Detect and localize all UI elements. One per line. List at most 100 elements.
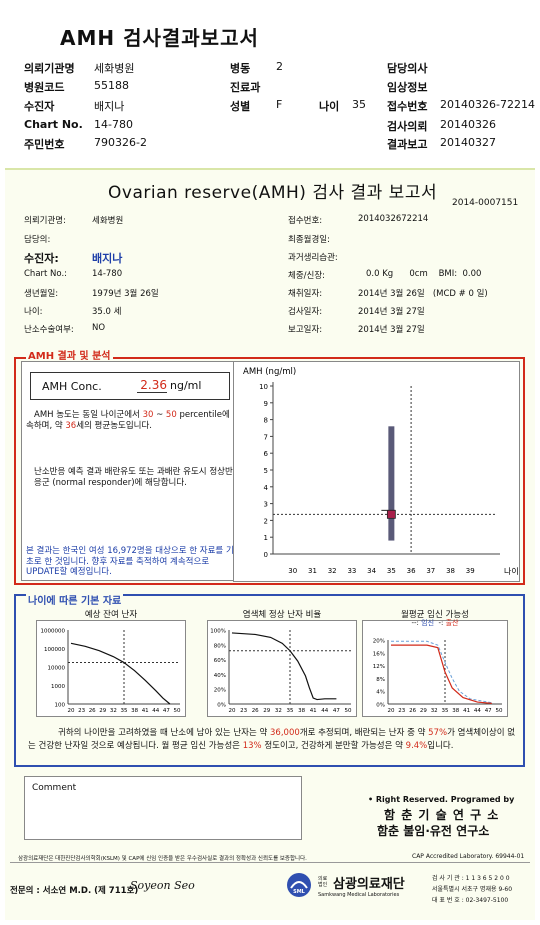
patient-value: 배지나: [94, 100, 125, 113]
amh-conc-unit: ng/ml: [170, 379, 202, 392]
amh-chart-ytick-label: 10: [259, 383, 268, 391]
receipt-no-value: 20140326-72214: [440, 98, 535, 111]
eggs-xtick-label: 35: [121, 708, 128, 714]
eggs-xtick-label: 32: [110, 708, 117, 714]
org-prefix-bottom: 법인: [318, 882, 328, 888]
eggs-xtick-label: 44: [152, 708, 159, 714]
eggs-xtick-label: 20: [68, 708, 75, 714]
amh-chart-ytick-label: 9: [264, 400, 268, 408]
org-prefix: 의료 법인: [318, 876, 332, 888]
normal-ytick-label: 40%: [214, 673, 226, 679]
preg-xtick-label: 23: [398, 708, 405, 714]
report-title: Ovarian reserve(AMH) 검사 결과 보고서: [108, 183, 438, 203]
org-address: 서울특별시 서초구 명재용 9-60: [432, 886, 513, 893]
amh-interp-text-b: percentile에 속하며, 약: [26, 410, 230, 431]
preg-xtick-label: 29: [420, 708, 427, 714]
preg-ytick-label: 4%: [376, 690, 385, 696]
amh-chart-ytick-label: 6: [264, 450, 269, 458]
footer-divider: [10, 862, 530, 863]
amh-chart-xtick-label: 35: [387, 567, 396, 575]
amh-chart-ytick-label: 8: [264, 417, 268, 425]
age-summary-b: 개로 추정되며, 배란되는 난자 중 약: [299, 728, 426, 738]
eggs-xtick-label: 26: [89, 708, 96, 714]
normal-curve: [231, 632, 337, 701]
sex-value: F: [276, 98, 283, 111]
age-summary-a: 귀하의 나이만을 고려하였을 때 난소에 남아 있는 난자는 약: [58, 728, 268, 738]
amh-interp-text-a: AMH 농도는 동일 나이군에서: [34, 410, 140, 420]
amh-section-title: AMH 결과 및 분석: [26, 347, 113, 362]
amh-chart-xlabel: 나이: [504, 566, 519, 576]
comment-label: Comment: [32, 783, 77, 793]
amh-chart-ytick-label: 1: [264, 534, 268, 542]
amh-section-box: [14, 357, 525, 585]
sml-logo-icon: SML: [287, 873, 311, 897]
rep-test-date-label: 검사일자:: [288, 307, 323, 317]
eggs-ytick-label: 100: [55, 703, 66, 709]
amh-interpretation: AMH 농도는 동일 나이군에서 30 ~ 50 percentile에 속하며…: [26, 410, 233, 432]
eggs-xtick-label: 41: [142, 708, 149, 714]
amh-chart-xtick-label: 38: [446, 567, 455, 575]
preg-xtick-label: 41: [463, 708, 470, 714]
org-phone: 대 표 번 호 : 02-3497-5100: [432, 897, 509, 904]
rep-collect-value: 2014년 3월 26일 (MCD # 0 일): [358, 289, 488, 299]
report-date-label: 결과보고: [387, 138, 428, 151]
amh-chart-ytick-label: 5: [264, 467, 268, 475]
rep-receipt-label: 접수번호:: [288, 216, 323, 226]
receipt-no-label: 접수번호: [387, 100, 428, 113]
eggs-ytick-label: 1000000: [41, 629, 66, 635]
amh-chart-xtick-label: 30: [288, 567, 297, 575]
eggs-xtick-label: 50: [174, 708, 181, 714]
rep-surgery-label: 난소수술여부:: [24, 325, 74, 335]
preg-xtick-label: 35: [442, 708, 449, 714]
mini-chart-normal: 염색체 정상 난자 비율: [207, 610, 357, 717]
rep-chart-label: Chart No.:: [24, 269, 68, 279]
amh-interp-tilde: ~: [156, 410, 164, 420]
amh-conc-label: AMH Conc.: [42, 380, 102, 393]
rep-doctor-label: 담당의:: [24, 235, 51, 245]
normal-xtick-label: 35: [287, 708, 294, 714]
amh-interp-text-c: 세의 평균농도입니다.: [76, 421, 153, 431]
preg-curve-pregnancy: [391, 640, 492, 704]
preg-legend-pregnancy: 임신: [421, 619, 435, 627]
amh-chart-point: [386, 509, 396, 519]
age-summary-d: 정도이고, 건강하게 분만할 가능성은 약: [264, 741, 403, 751]
cert-text: 삼광의료재단은 대한진단검사의학회(KSLM) 및 CAP에 신임 인증을 받은…: [18, 856, 307, 862]
preg-xtick-label: 50: [496, 708, 503, 714]
eggs-ytick-label: 100000: [44, 647, 65, 653]
hospital-name-value: 세화병원: [94, 62, 135, 75]
preg-xtick-label: 38: [452, 708, 459, 714]
rep-test-date-value: 2014년 3월 27일: [358, 307, 425, 317]
org-prefix-top: 의료: [318, 876, 328, 882]
clinical-info-label: 임상정보: [387, 81, 428, 94]
rep-hospital-label: 의뢰기관명:: [24, 216, 66, 226]
preg-ytick-label: 0%: [376, 703, 385, 709]
amh-chart-ytick-label: 3: [264, 501, 268, 509]
preg-ytick-label: 20%: [373, 639, 385, 645]
preg-xtick-label: 20: [388, 708, 395, 714]
normal-ytick-label: 20%: [214, 688, 226, 694]
amh-chart-xtick-label: 31: [308, 567, 317, 575]
chart-no-label: Chart No.: [24, 118, 83, 131]
normal-ytick-label: 80%: [214, 643, 226, 649]
normal-ytick-label: 100%: [210, 629, 226, 635]
amh-interp-pct-hi: 50: [165, 410, 177, 420]
amh-chart-ytick-label: 2: [264, 517, 268, 525]
resident-no-value: 790326-2: [94, 136, 147, 149]
rep-birth-value: 1979년 3월 26일: [92, 289, 159, 299]
normal-ytick-label: 60%: [214, 658, 226, 664]
amh-chart-xtick-label: 32: [328, 567, 337, 575]
amh-chart-ytick-label: 0: [264, 551, 268, 559]
age-summary-birth: 9.4%: [405, 741, 428, 751]
eggs-xtick-label: 29: [99, 708, 106, 714]
rep-report-date-label: 보고일자:: [288, 325, 323, 335]
rep-hospital-value: 세화병원: [92, 216, 124, 226]
page-title: AMH 검사결과보고서: [60, 26, 259, 50]
mini-chart-eggs: 예상 잔여 난자: [36, 610, 186, 717]
org-name-en: Samkwang Medical Laboratories: [318, 892, 400, 898]
report-date-value: 20140327: [440, 136, 496, 149]
rep-birth-label: 생년월일:: [24, 289, 59, 299]
age-summary-c: 가 염색체이상이 없는 건강한 난자일 것으로 예상됩니다. 월 평균 임신 가…: [28, 728, 516, 751]
normal-xtick-label: 23: [240, 708, 247, 714]
amh-data-note: 본 결과는 한국인 여성 16,972명을 대상으로 한 자료를 기초로 한 것…: [26, 546, 234, 577]
